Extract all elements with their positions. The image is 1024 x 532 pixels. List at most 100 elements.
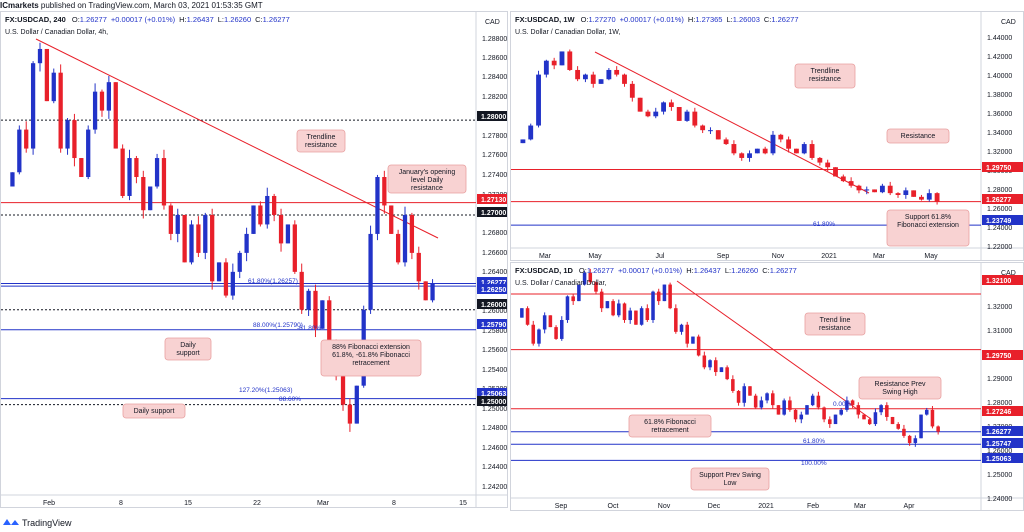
candle-body[interactable] (79, 158, 84, 178)
chart-svg-4h[interactable]: 1.28800 1.28600 1.28400 1.28200 1.28000 1.278… (1, 12, 508, 508)
candle-body[interactable] (10, 172, 15, 187)
candle-body[interactable] (879, 405, 883, 413)
candle-body[interactable] (856, 185, 862, 191)
annotation-box[interactable] (886, 209, 970, 247)
candle-body[interactable] (375, 177, 380, 234)
candle-body[interactable] (265, 195, 270, 225)
candle-body[interactable] (134, 158, 139, 178)
candle-body[interactable] (674, 308, 678, 332)
candle-body[interactable] (805, 405, 809, 415)
candle-body[interactable] (389, 205, 394, 234)
candle-body[interactable] (885, 405, 889, 417)
candle-body[interactable] (661, 102, 666, 112)
candle-body[interactable] (258, 205, 263, 225)
candle-body[interactable] (306, 290, 311, 310)
candle-body[interactable] (86, 129, 91, 178)
candle-body[interactable] (278, 214, 284, 244)
candle-body[interactable] (817, 157, 823, 163)
candle-body[interactable] (810, 395, 815, 406)
candle-body[interactable] (154, 158, 160, 187)
annotation-box[interactable] (690, 467, 770, 491)
candle-body[interactable] (907, 435, 912, 443)
candle-body[interactable] (99, 91, 105, 111)
candle-body[interactable] (856, 405, 861, 415)
candle-body[interactable] (782, 400, 786, 415)
candle-body[interactable] (771, 393, 775, 406)
candle-body[interactable] (867, 419, 872, 425)
candle-body[interactable] (582, 272, 587, 285)
candle-body[interactable] (583, 74, 588, 80)
candle-body[interactable] (537, 329, 541, 344)
candle-body[interactable] (634, 310, 638, 325)
candle-body[interactable] (770, 134, 776, 154)
candle-body[interactable] (272, 195, 277, 215)
candle-body[interactable] (776, 405, 781, 415)
candle-body[interactable] (702, 355, 707, 368)
candle-body[interactable] (839, 409, 843, 415)
candle-body[interactable] (594, 282, 598, 292)
candle-body[interactable] (58, 72, 63, 149)
candle-body[interactable] (543, 60, 549, 75)
candle-body[interactable] (606, 69, 612, 80)
candle-body[interactable] (354, 385, 359, 424)
candle-body[interactable] (327, 300, 332, 348)
candle-body[interactable] (731, 144, 737, 154)
trendline[interactable] (594, 51, 870, 194)
candle-body[interactable] (759, 400, 764, 408)
chart-svg-1w[interactable]: 1.44000 1.42000 1.40000 1.38000 1.36000 1.340… (511, 12, 1024, 261)
candle-body[interactable] (708, 360, 712, 368)
candle-body[interactable] (919, 196, 924, 200)
candle-body[interactable] (560, 320, 564, 339)
candle-body[interactable] (347, 404, 353, 424)
candle-body[interactable] (599, 291, 604, 309)
candle-body[interactable] (662, 284, 667, 302)
candle-body[interactable] (559, 51, 565, 66)
annotation-box[interactable] (320, 339, 422, 377)
candle-body[interactable] (696, 336, 701, 356)
candle-body[interactable] (762, 148, 768, 154)
candle-body[interactable] (175, 214, 180, 234)
candle-body[interactable] (51, 72, 56, 102)
candle-body[interactable] (161, 158, 167, 206)
candle-body[interactable] (320, 300, 325, 329)
candle-body[interactable] (72, 120, 77, 159)
annotation-box[interactable] (387, 164, 467, 194)
candle-body[interactable] (17, 129, 22, 173)
candle-body[interactable] (614, 69, 620, 75)
candle-body[interactable] (24, 129, 29, 149)
candle-body[interactable] (930, 409, 935, 427)
candle-body[interactable] (739, 153, 745, 158)
candle-body[interactable] (676, 107, 682, 121)
candle-body[interactable] (801, 144, 807, 154)
candle-body[interactable] (120, 148, 125, 196)
candle-body[interactable] (520, 308, 524, 318)
candle-body[interactable] (588, 272, 593, 283)
candle-body[interactable] (723, 139, 729, 145)
candle-body[interactable] (890, 416, 895, 425)
candle-body[interactable] (565, 296, 570, 321)
candle-body[interactable] (736, 390, 741, 403)
candle-body[interactable] (786, 139, 792, 149)
candle-body[interactable] (210, 214, 215, 282)
candle-body[interactable] (127, 158, 132, 196)
candle-body[interactable] (879, 185, 885, 193)
candle-body[interactable] (542, 315, 547, 330)
candle-body[interactable] (799, 414, 804, 420)
trendline[interactable] (35, 38, 439, 239)
candle-body[interactable] (913, 438, 918, 443)
candle-body[interactable] (645, 308, 650, 321)
candle-body[interactable] (340, 376, 346, 405)
candle-body[interactable] (628, 310, 632, 321)
candle-body[interactable] (430, 283, 435, 301)
candle-body[interactable] (409, 214, 415, 253)
candle-body[interactable] (368, 233, 373, 310)
candle-body[interactable] (895, 193, 901, 195)
candle-body[interactable] (873, 412, 878, 425)
candle-body[interactable] (531, 324, 536, 344)
candle-body[interactable] (656, 291, 661, 302)
candle-body[interactable] (622, 74, 627, 84)
chart-panel-1w[interactable]: 1.44000 1.42000 1.40000 1.38000 1.36000 1.340… (510, 11, 1024, 261)
annotation-box[interactable] (794, 63, 856, 89)
candle-body[interactable] (691, 336, 695, 344)
candle-body[interactable] (748, 386, 752, 396)
